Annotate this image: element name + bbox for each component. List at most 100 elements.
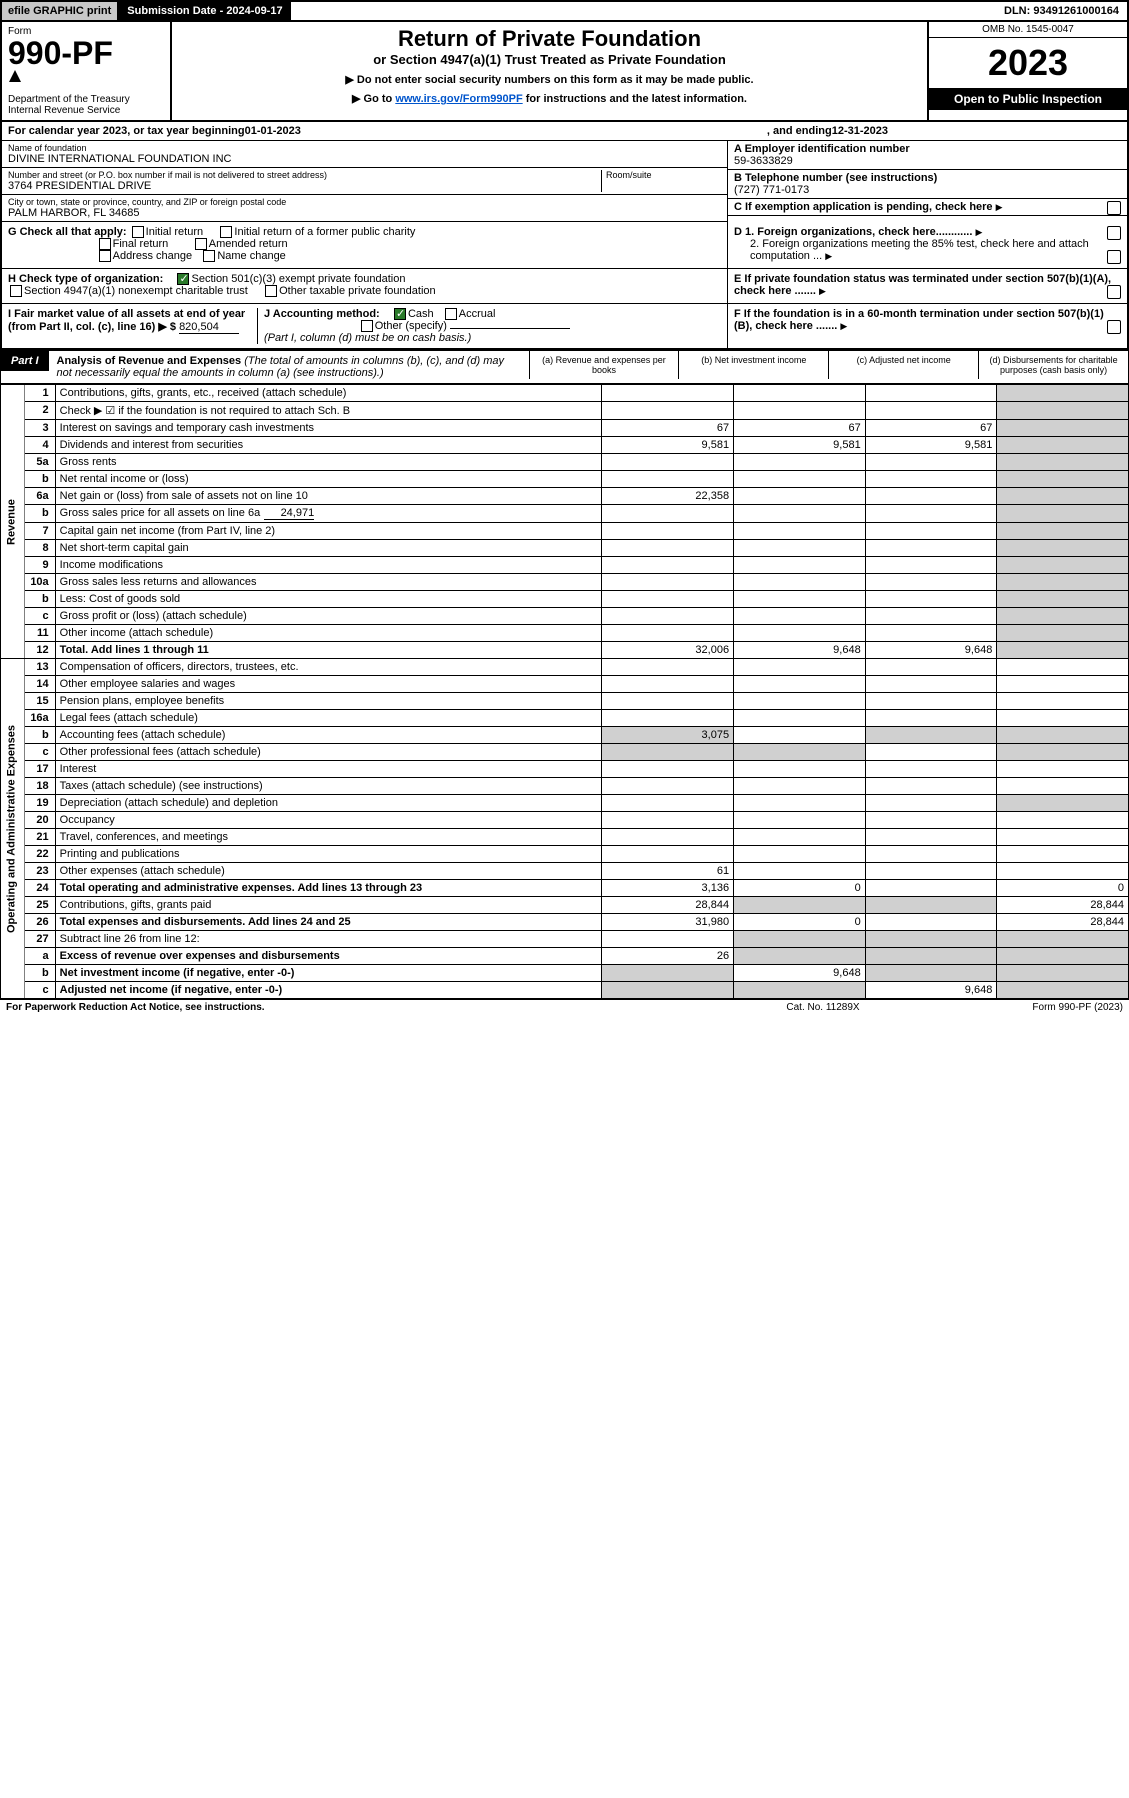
cell-value xyxy=(602,931,734,948)
g-opt-1: Initial return of a former public charit… xyxy=(234,226,415,238)
table-row: bNet investment income (if negative, ent… xyxy=(1,965,1129,982)
cell-value: 3,075 xyxy=(602,727,734,744)
cell-value xyxy=(865,540,997,557)
table-row: 18Taxes (attach schedule) (see instructi… xyxy=(1,778,1129,795)
cell-value: 28,844 xyxy=(997,914,1129,931)
cell-value xyxy=(997,625,1129,642)
cell-value xyxy=(602,778,734,795)
j-accrual-checkbox[interactable] xyxy=(445,308,457,320)
cell-value: 31,980 xyxy=(602,914,734,931)
cell-value xyxy=(997,437,1129,454)
c-checkbox[interactable] xyxy=(1107,201,1121,215)
line-desc: Excess of revenue over expenses and disb… xyxy=(55,948,602,965)
cell-value xyxy=(602,829,734,846)
table-row: 20Occupancy xyxy=(1,812,1129,829)
col-a-header: (a) Revenue and expenses per books xyxy=(529,351,679,379)
foundation-name: DIVINE INTERNATIONAL FOUNDATION INC xyxy=(8,153,721,165)
form-number: 990-PF xyxy=(8,37,164,69)
arrow-icon xyxy=(840,320,847,332)
h-501c3-checkbox[interactable] xyxy=(177,273,189,285)
col-c-header: (c) Adjusted net income xyxy=(828,351,978,379)
line-desc: Other income (attach schedule) xyxy=(55,625,602,642)
cell-value xyxy=(602,557,734,574)
arrow-icon xyxy=(825,250,832,262)
ein-label: A Employer identification number xyxy=(734,143,1121,155)
cell-value: 9,648 xyxy=(734,642,866,659)
cell-value xyxy=(734,727,866,744)
cell-value xyxy=(865,505,997,523)
table-row: 15Pension plans, employee benefits xyxy=(1,693,1129,710)
line-desc: Gross rents xyxy=(55,454,602,471)
cell-value xyxy=(734,591,866,608)
line-number: 10a xyxy=(25,574,55,591)
check-h-e: H Check type of organization: Section 50… xyxy=(0,269,1129,304)
j-other-checkbox[interactable] xyxy=(361,320,373,332)
g-block: G Check all that apply: Initial return I… xyxy=(2,222,727,268)
cell-value xyxy=(865,557,997,574)
g-initial-checkbox[interactable] xyxy=(132,226,144,238)
g-initial-former-checkbox[interactable] xyxy=(220,226,232,238)
ein-cell: A Employer identification number 59-3633… xyxy=(728,141,1127,170)
g-address-checkbox[interactable] xyxy=(99,250,111,262)
j-accrual: Accrual xyxy=(459,308,496,320)
line-desc: Less: Cost of goods sold xyxy=(55,591,602,608)
cell-value xyxy=(997,608,1129,625)
instruction-2: ▶ Go to www.irs.gov/Form990PF for instru… xyxy=(180,92,919,105)
line-number: 11 xyxy=(25,625,55,642)
cell-value: 0 xyxy=(734,914,866,931)
irs-link[interactable]: www.irs.gov/Form990PF xyxy=(395,93,522,105)
line-desc: Interest on savings and temporary cash i… xyxy=(55,420,602,437)
table-row: 2Check ▶ ☑ if the foundation is not requ… xyxy=(1,402,1129,420)
g-amended-checkbox[interactable] xyxy=(195,238,207,250)
g-opt-5: Name change xyxy=(217,250,286,262)
e-checkbox[interactable] xyxy=(1107,285,1121,299)
line-desc: Occupancy xyxy=(55,812,602,829)
table-row: 12Total. Add lines 1 through 1132,0069,6… xyxy=(1,642,1129,659)
cell-value xyxy=(602,625,734,642)
cell-value xyxy=(734,523,866,540)
g-final-checkbox[interactable] xyxy=(99,238,111,250)
cell-value xyxy=(602,454,734,471)
line-number: 18 xyxy=(25,778,55,795)
cell-value xyxy=(602,744,734,761)
table-row: bLess: Cost of goods sold xyxy=(1,591,1129,608)
table-row: 8Net short-term capital gain xyxy=(1,540,1129,557)
line-number: 4 xyxy=(25,437,55,454)
line-desc: Contributions, gifts, grants paid xyxy=(55,897,602,914)
h-other-checkbox[interactable] xyxy=(265,285,277,297)
cell-value xyxy=(997,829,1129,846)
efile-badge[interactable]: efile GRAPHIC print xyxy=(2,2,119,20)
part1-title-bold: Analysis of Revenue and Expenses xyxy=(57,355,242,367)
table-row: 26Total expenses and disbursements. Add … xyxy=(1,914,1129,931)
line-desc: Travel, conferences, and meetings xyxy=(55,829,602,846)
cell-value xyxy=(865,454,997,471)
arrow-icon xyxy=(975,226,982,238)
g-name-checkbox[interactable] xyxy=(203,250,215,262)
cell-value xyxy=(602,812,734,829)
line-desc: Income modifications xyxy=(55,557,602,574)
cell-value xyxy=(734,488,866,505)
f-checkbox[interactable] xyxy=(1107,320,1121,334)
year-block: OMB No. 1545-0047 2023 Open to Public In… xyxy=(927,22,1127,120)
cell-value xyxy=(734,676,866,693)
ij-block: I Fair market value of all assets at end… xyxy=(2,304,727,348)
cell-value xyxy=(734,454,866,471)
cell-value xyxy=(602,471,734,488)
line-number: b xyxy=(25,591,55,608)
cell-value: 9,581 xyxy=(865,437,997,454)
j-other-blank[interactable] xyxy=(450,328,570,329)
table-row: 23Other expenses (attach schedule)61 xyxy=(1,863,1129,880)
eagle-icon xyxy=(8,69,22,83)
cell-value: 0 xyxy=(997,880,1129,897)
d2-checkbox[interactable] xyxy=(1107,250,1121,264)
d1-checkbox[interactable] xyxy=(1107,226,1121,240)
cell-value xyxy=(602,540,734,557)
j-cash-checkbox[interactable] xyxy=(394,308,406,320)
cell-value xyxy=(997,540,1129,557)
cell-value xyxy=(602,591,734,608)
j-note: (Part I, column (d) must be on cash basi… xyxy=(264,332,471,344)
cell-value xyxy=(997,642,1129,659)
h-4947-checkbox[interactable] xyxy=(10,285,22,297)
cell-value xyxy=(997,523,1129,540)
line-number: 1 xyxy=(25,385,55,402)
